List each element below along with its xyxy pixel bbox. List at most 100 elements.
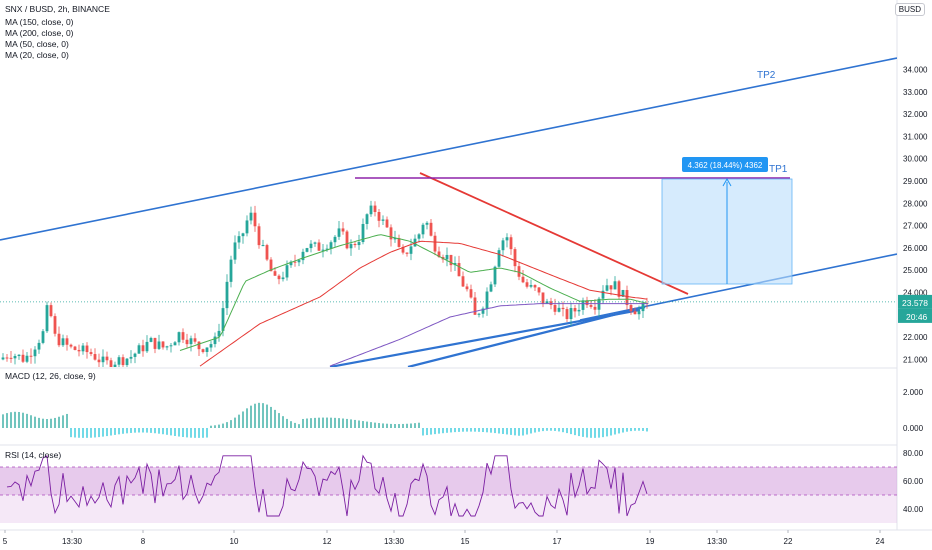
indicator-ma150[interactable]: MA (150, close, 0) bbox=[5, 17, 74, 27]
candle bbox=[325, 248, 329, 250]
price-axis-bg bbox=[897, 0, 932, 550]
candle bbox=[253, 212, 257, 227]
measure-label: 4.362 (18.44%) 4362 bbox=[688, 161, 763, 170]
last-price-value: 23.578 bbox=[902, 298, 928, 308]
candle bbox=[89, 352, 93, 355]
main-pane bbox=[0, 57, 897, 367]
candle bbox=[613, 281, 617, 290]
candle bbox=[361, 223, 365, 243]
indicator-ma50[interactable]: MA (50, close, 0) bbox=[5, 39, 69, 49]
candle bbox=[281, 277, 285, 280]
candle bbox=[481, 308, 485, 314]
price-tick: 28.000 bbox=[903, 199, 928, 208]
candle bbox=[193, 338, 197, 342]
candle bbox=[417, 234, 421, 239]
candle bbox=[41, 331, 45, 343]
candle bbox=[597, 298, 601, 310]
candle bbox=[353, 244, 357, 246]
candle bbox=[301, 251, 305, 261]
candle bbox=[133, 353, 137, 357]
descending-resistance-line bbox=[419, 172, 689, 295]
indicator-ma20[interactable]: MA (20, close, 0) bbox=[5, 50, 69, 60]
candle bbox=[617, 281, 621, 297]
candle bbox=[309, 243, 313, 249]
candle bbox=[329, 242, 333, 249]
candle bbox=[405, 252, 409, 254]
candle bbox=[181, 332, 185, 340]
candle bbox=[465, 286, 469, 290]
candle bbox=[337, 228, 341, 237]
candle bbox=[189, 338, 193, 345]
time-tick: 15 bbox=[461, 537, 470, 546]
time-tick: 22 bbox=[784, 537, 793, 546]
candle bbox=[437, 251, 441, 258]
candle bbox=[93, 354, 97, 360]
macd-tick: 0.000 bbox=[903, 424, 924, 433]
time-tick: 13:30 bbox=[384, 537, 405, 546]
candle bbox=[521, 276, 525, 283]
candle bbox=[429, 222, 433, 236]
price-tick: 26.000 bbox=[903, 244, 928, 253]
candle bbox=[273, 271, 277, 276]
candle bbox=[637, 311, 641, 315]
candle bbox=[13, 356, 17, 359]
candle bbox=[17, 354, 21, 357]
time-tick: 12 bbox=[323, 537, 332, 546]
candle bbox=[221, 308, 225, 331]
candle bbox=[117, 357, 121, 365]
candle bbox=[317, 242, 321, 251]
candle bbox=[561, 307, 565, 310]
rsi-tick: 80.00 bbox=[903, 449, 924, 458]
candle bbox=[397, 238, 401, 247]
candle bbox=[473, 297, 477, 315]
candle bbox=[421, 224, 425, 235]
candle bbox=[141, 345, 145, 352]
candle bbox=[365, 214, 369, 224]
candle bbox=[205, 347, 209, 353]
rsi-line bbox=[6, 454, 648, 517]
macd-tick: 2.000 bbox=[903, 388, 924, 397]
macd-label[interactable]: MACD (12, 26, close, 9) bbox=[5, 371, 96, 381]
candle bbox=[477, 313, 481, 315]
candle bbox=[225, 281, 229, 309]
candle bbox=[213, 336, 217, 345]
price-tick: 29.000 bbox=[903, 177, 928, 186]
candle bbox=[409, 246, 413, 254]
candle bbox=[161, 341, 165, 348]
candle bbox=[569, 308, 573, 320]
indicator-ma200[interactable]: MA (200, close, 0) bbox=[5, 28, 74, 38]
candle bbox=[377, 211, 381, 221]
candle bbox=[553, 305, 557, 312]
candle bbox=[457, 263, 461, 277]
candle bbox=[425, 222, 429, 225]
candle bbox=[65, 338, 69, 345]
time-tick: 19 bbox=[646, 537, 655, 546]
countdown-value: 20:46 bbox=[906, 312, 928, 322]
time-tick: 5 bbox=[3, 537, 8, 546]
candle bbox=[145, 341, 149, 352]
candle bbox=[609, 285, 613, 290]
candle bbox=[265, 245, 269, 260]
countdown-badge bbox=[898, 308, 932, 323]
support-line bbox=[407, 305, 646, 367]
candle bbox=[605, 285, 609, 291]
candle bbox=[525, 282, 529, 287]
rsi-label[interactable]: RSI (14, close) bbox=[5, 450, 62, 460]
candle bbox=[209, 344, 213, 348]
price-tick: 24.000 bbox=[903, 288, 928, 297]
currency-button[interactable]: BUSD bbox=[894, 3, 925, 16]
candle bbox=[69, 344, 73, 347]
candle bbox=[385, 219, 389, 228]
time-tick: 8 bbox=[141, 537, 146, 546]
candle bbox=[109, 360, 113, 367]
candle bbox=[169, 345, 173, 347]
candle bbox=[381, 219, 385, 221]
last-price-badge bbox=[898, 294, 932, 309]
candle bbox=[261, 245, 265, 247]
candle bbox=[177, 332, 181, 343]
candle bbox=[449, 254, 453, 266]
symbol-title[interactable]: SNX / BUSD, 2h, BINANCE bbox=[5, 4, 110, 14]
candle bbox=[577, 309, 581, 312]
candle bbox=[433, 235, 437, 252]
